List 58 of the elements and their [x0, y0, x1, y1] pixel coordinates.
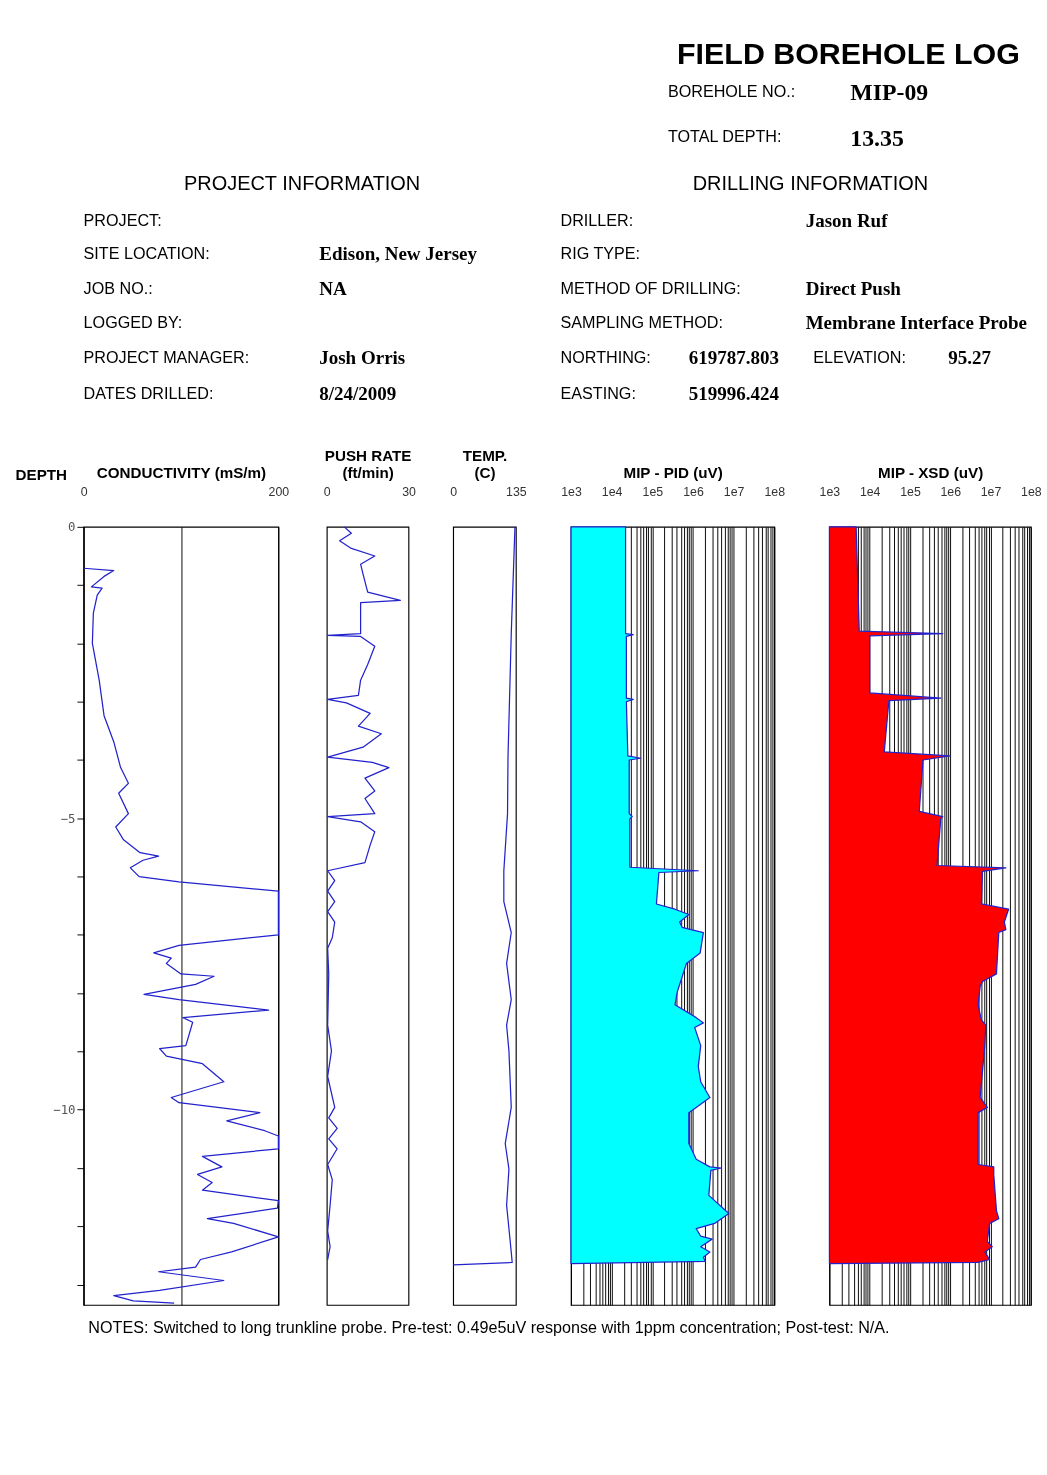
- text: PROJECT MANAGER:: [83, 348, 250, 367]
- x-axis-title: MIP - PID (uV): [623, 463, 723, 481]
- y-tick-label: −10: [53, 1103, 76, 1117]
- x-tick-label: 1e7: [980, 484, 1002, 499]
- x-tick-label: 1e6: [683, 484, 704, 499]
- text: SITE LOCATION:: [83, 243, 210, 262]
- text: TOTAL DEPTH:: [667, 127, 782, 146]
- x-tick-label: 1e8: [1021, 484, 1042, 499]
- text: 95.27: [948, 347, 992, 369]
- x-tick-label: 0: [323, 484, 331, 499]
- x-axis-title: CONDUCTIVITY (mS/m): [96, 463, 267, 481]
- x-tick-label: 1e5: [900, 484, 921, 499]
- text: DATES DRILLED:: [83, 383, 214, 402]
- x-tick-label: 135: [506, 484, 527, 499]
- text: PROJECT INFORMATION: [183, 171, 421, 194]
- text: Jason Ruf: [805, 209, 889, 231]
- text: EASTING:: [560, 383, 636, 402]
- text: JOB NO.:: [83, 279, 153, 298]
- text: BOREHOLE NO.:: [667, 82, 796, 101]
- x-tick-label: 1e4: [859, 484, 881, 499]
- y-axis-title: DEPTH: [15, 465, 68, 483]
- text: Direct Push: [805, 278, 902, 300]
- text: 519996.424: [688, 382, 780, 404]
- text: NOTES: Switched to long trunkline probe. Pre-test: 0.49e5uV response with 1ppm concentration; Post-test: N/A.: [88, 1317, 890, 1336]
- text: 8/24/2009: [319, 382, 397, 404]
- x-tick-label: 1e5: [642, 484, 664, 499]
- x-tick-label: 1e4: [601, 484, 623, 499]
- text: RIG TYPE:: [560, 243, 641, 262]
- text: SAMPLING METHOD:: [560, 313, 723, 332]
- text: DRILLING INFORMATION: [692, 171, 929, 194]
- x-axis-title: TEMP. (C): [462, 446, 508, 481]
- x-tick-label: 1e7: [723, 484, 745, 499]
- text: 619787.803: [688, 347, 780, 369]
- x-tick-label: 0: [450, 484, 458, 499]
- x-tick-label: 1e3: [819, 484, 841, 499]
- text: ELEVATION:: [813, 348, 906, 367]
- x-tick-label: 30: [402, 484, 417, 499]
- text: NORTHING:: [560, 348, 651, 367]
- x-tick-label: 1e8: [764, 484, 786, 499]
- text: FIELD BOREHOLE LOG: [677, 36, 1020, 71]
- y-tick-label: −5: [60, 811, 76, 826]
- x-tick-label: 1e3: [561, 484, 582, 499]
- x-axis-title: PUSH RATE (ft/min): [324, 446, 412, 481]
- x-tick-label: 200: [268, 484, 290, 499]
- x-tick-label: 1e6: [940, 484, 962, 499]
- x-tick-label: 0: [80, 484, 88, 499]
- x-axis-title: MIP - XSD (uV): [878, 463, 984, 481]
- text: NA: [319, 278, 347, 300]
- text: Edison, New Jersey: [319, 242, 478, 264]
- text: METHOD OF DRILLING:: [560, 279, 741, 298]
- text: PROJECT:: [83, 210, 162, 229]
- text: Membrane Interface Probe: [805, 312, 1027, 334]
- text: DRILLER:: [560, 210, 634, 229]
- y-tick-label: 0: [68, 520, 76, 535]
- text: 13.35: [850, 124, 904, 151]
- text: Josh Orris: [319, 347, 406, 369]
- text: MIP-09: [850, 79, 929, 106]
- text: LOGGED BY:: [83, 313, 183, 332]
